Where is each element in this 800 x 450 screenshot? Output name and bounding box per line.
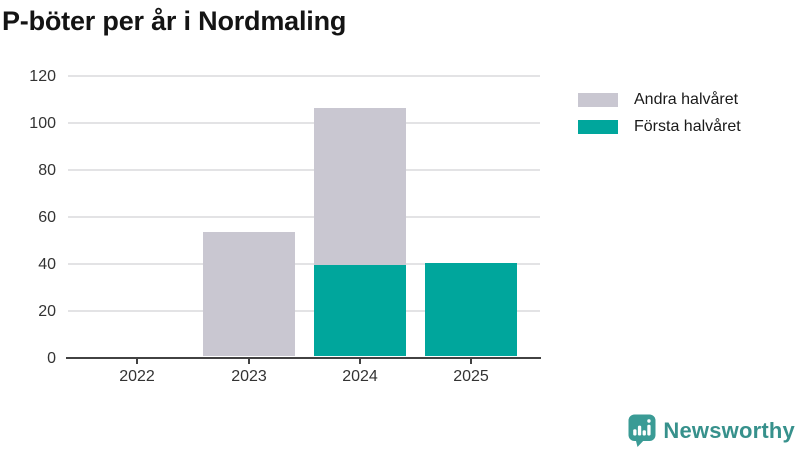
gridline-120 bbox=[68, 74, 540, 77]
x-axis-label-2023: 2023 bbox=[231, 368, 267, 385]
x-axis-tick-2022 bbox=[136, 359, 138, 364]
y-axis-label: 20 bbox=[38, 302, 56, 320]
badge-bar-1 bbox=[633, 429, 637, 436]
legend-swatch bbox=[578, 119, 618, 134]
gridline-100 bbox=[68, 121, 540, 124]
badge-bubble-shape bbox=[628, 414, 656, 441]
bar-2023-andra-halv-ret bbox=[203, 232, 295, 357]
newsworthy-logo: Newsworthy bbox=[628, 414, 795, 447]
badge-bubble-tail bbox=[635, 439, 646, 447]
y-axis-label: 40 bbox=[38, 255, 56, 273]
x-axis-label-2022: 2022 bbox=[119, 368, 155, 385]
legend-item-f-rsta-halv-ret: Första halvåret bbox=[578, 118, 741, 135]
legend: Andra halvåret Första halvåret bbox=[578, 91, 741, 135]
legend-item-andra-halv-ret: Andra halvåret bbox=[578, 91, 741, 108]
badge-exclamation-bar bbox=[647, 424, 652, 436]
y-axis-label: 120 bbox=[29, 67, 56, 85]
bar-2024-andra-halv-ret bbox=[314, 107, 406, 265]
x-axis-label-2024: 2024 bbox=[342, 368, 378, 385]
x-axis-label-2025: 2025 bbox=[453, 368, 489, 385]
x-axis-tick-2024 bbox=[359, 359, 361, 364]
x-axis-tick-2023 bbox=[248, 359, 250, 364]
gridline-80 bbox=[68, 168, 540, 171]
gridline-20 bbox=[68, 309, 540, 312]
x-axis-line bbox=[66, 356, 541, 359]
newsworthy-logo-text: Newsworthy bbox=[663, 417, 795, 443]
bar-2024-f-rsta-halv-ret bbox=[314, 264, 406, 357]
bar-2025-f-rsta-halv-ret bbox=[425, 262, 517, 357]
badge-bar-2 bbox=[638, 425, 642, 436]
x-axis-tick-2025 bbox=[470, 359, 472, 364]
legend-label: Andra halvåret bbox=[634, 91, 739, 108]
badge-exclamation-dot bbox=[647, 419, 652, 423]
y-axis-label: 80 bbox=[38, 161, 56, 179]
legend-swatch bbox=[578, 92, 618, 107]
gridline-60 bbox=[68, 215, 540, 218]
y-axis-label: 100 bbox=[29, 114, 56, 132]
chart-title: P-böter per år i Nordmaling bbox=[2, 6, 347, 36]
y-axis-label: 0 bbox=[47, 349, 56, 367]
y-axis-label: 60 bbox=[38, 208, 56, 226]
legend-label: Första halvåret bbox=[634, 118, 741, 135]
badge-bar-3 bbox=[643, 430, 647, 436]
newsworthy-badge-icon bbox=[628, 414, 656, 447]
gridline-40 bbox=[68, 262, 540, 265]
